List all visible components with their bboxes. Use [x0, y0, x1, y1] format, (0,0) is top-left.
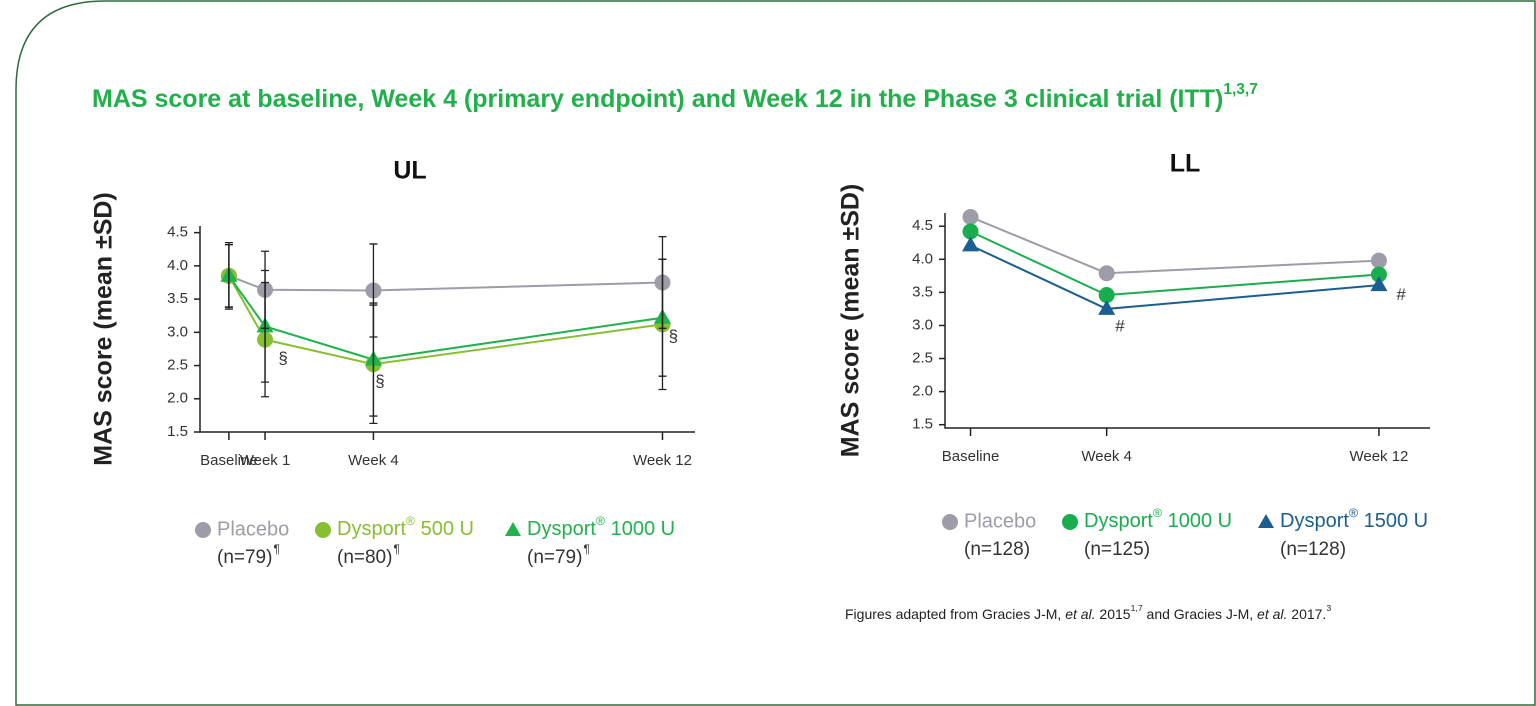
legend-label: Placebo [217, 518, 289, 540]
frame [15, 0, 1536, 706]
title-refs: 1,3,7 [1223, 81, 1257, 98]
source-part: et al. [1065, 606, 1095, 622]
series-line [228, 275, 663, 361]
error-bar [658, 258, 667, 377]
y-tick-label: 3.0 [912, 316, 933, 333]
triangle-marker [962, 236, 980, 252]
circle-marker [1098, 287, 1115, 304]
y-tick-label: 3.5 [167, 290, 188, 307]
source-part: Figures adapted from Gracies J-M, [845, 606, 1065, 622]
y-tick-label: 3.0 [167, 323, 188, 340]
annotation: § [375, 372, 384, 391]
source-part: 2017. [1287, 606, 1326, 622]
circle-marker [1370, 252, 1387, 269]
legend-n: (n=128) [964, 539, 1030, 560]
circle-marker [962, 223, 979, 240]
series-line [228, 274, 663, 292]
circle-marker [962, 208, 979, 225]
annotation: § [669, 326, 678, 345]
legend-n-note: ¶ [273, 542, 279, 556]
circle-marker [1098, 265, 1115, 282]
y-tick-label: 2.0 [912, 383, 933, 400]
error-bar [261, 269, 270, 383]
legend-n-note: ¶ [393, 542, 399, 556]
chart-title: UL [393, 157, 426, 185]
axis-line [944, 213, 1430, 429]
source-part: and Gracies J-M, [1143, 606, 1257, 622]
circle-marker [1370, 266, 1387, 283]
series-line [970, 244, 1380, 310]
legend-marker [1062, 514, 1078, 530]
legend-marker [1258, 514, 1274, 528]
error-bar [369, 302, 378, 417]
legend-label: Dysport® 1000 U [527, 514, 675, 540]
source-ref: 1,7 [1131, 603, 1143, 613]
series-line [970, 216, 1379, 275]
y-tick-label: 1.5 [167, 423, 188, 440]
y-tick-label: 4.0 [167, 257, 188, 274]
legend-n-note: ¶ [583, 542, 589, 556]
annotation: § [278, 348, 287, 367]
annotation: # [1396, 285, 1406, 304]
source-note: Figures adapted from Gracies J-M, et al.… [845, 603, 1331, 621]
page-title: MAS score at baseline, Week 4 (primary e… [92, 81, 1258, 113]
y-axis-label: MAS score (mean ±SD) [90, 192, 118, 466]
legend-n: (n=79) [217, 547, 272, 568]
x-tick-label: Week 12 [633, 452, 692, 469]
x-tick-label: Baseline [200, 452, 258, 469]
legend-marker [195, 522, 211, 538]
legend-marker [505, 522, 521, 536]
x-tick-label: Week 1 [240, 452, 291, 469]
annotation: # [1115, 316, 1125, 335]
y-tick-label: 1.5 [912, 416, 933, 433]
source-part: et al. [1257, 606, 1287, 622]
legend-n: (n=79) [527, 547, 582, 568]
legend-marker [942, 514, 958, 530]
y-tick-label: 2.5 [912, 350, 933, 367]
y-tick-label: 3.5 [912, 283, 933, 300]
legend-label: Dysport® 1000 U [1084, 506, 1232, 532]
triangle-marker [1370, 276, 1388, 292]
legend-n: (n=128) [1280, 539, 1346, 560]
source-part: 2015 [1096, 606, 1131, 622]
y-tick-label: 4.5 [167, 224, 188, 241]
legend-label: Dysport® 1500 U [1280, 506, 1428, 532]
legend-label: Placebo [964, 510, 1036, 532]
triangle-marker [1098, 299, 1116, 315]
y-axis-label: MAS score (mean ±SD) [837, 184, 865, 458]
error-bar [224, 243, 233, 308]
y-tick-label: 2.0 [167, 390, 188, 407]
legend-marker [315, 522, 331, 538]
legend-label: Dysport® 500 U [337, 514, 474, 540]
legend-n: (n=80) [337, 547, 392, 568]
source-ref: 3 [1326, 603, 1331, 613]
chart-title: LL [1170, 150, 1201, 178]
y-tick-label: 4.5 [912, 217, 933, 234]
x-tick-label: Week 4 [348, 452, 399, 469]
title-text: MAS score at baseline, Week 4 (primary e… [92, 85, 1223, 113]
legend-n: (n=125) [1084, 539, 1150, 560]
y-tick-label: 2.5 [167, 357, 188, 374]
y-tick-label: 4.0 [912, 250, 933, 267]
x-tick-label: Baseline [942, 448, 1000, 465]
x-tick-label: Week 4 [1081, 448, 1132, 465]
series-line [228, 275, 663, 366]
x-tick-label: Week 12 [1349, 448, 1408, 465]
